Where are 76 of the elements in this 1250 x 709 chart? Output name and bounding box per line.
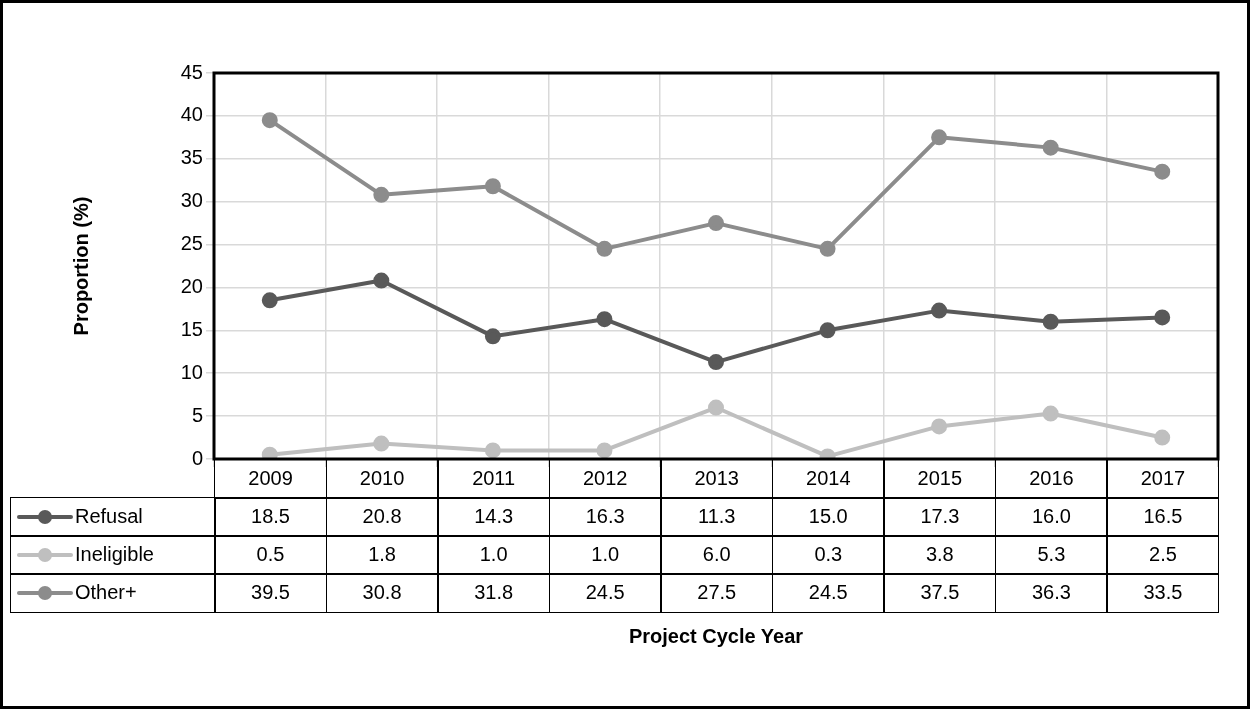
y-tick-label: 25 [180,232,203,255]
data-label: 39.5 [214,573,328,613]
legend-label: Ineligible [75,543,154,567]
data-label: 31.8 [437,573,551,613]
x-tick-label: 2014 [771,459,885,499]
data-label: 1.0 [437,535,551,575]
point [708,215,724,232]
point [261,292,278,309]
y-tick-label: 45 [180,60,203,83]
point [373,272,390,289]
text: Project Cycle Year [627,625,805,648]
data-label: 3.8 [883,535,997,575]
data-label: 15.0 [771,497,885,537]
point [596,311,613,328]
x-tick-label: 2017 [1106,459,1220,499]
x-tick-label: 2009 [214,459,328,499]
data-label: 17.3 [883,497,997,537]
point [1154,429,1171,446]
data-label: 0.3 [771,535,885,575]
point [1042,313,1059,330]
point [373,186,390,203]
y-tick-label: 0 [191,446,203,469]
point [596,240,613,257]
point [1042,405,1059,422]
data-label: 16.0 [994,497,1108,537]
x-tick-label: 2012 [548,459,662,499]
x-tick-label: 2013 [660,459,774,499]
data-label: 27.5 [660,573,774,613]
point [484,328,501,345]
data-label: 1.8 [325,535,439,575]
y-tick-label: 5 [191,403,203,426]
data-label: 5.3 [994,535,1108,575]
legend-label: Refusal [75,505,143,529]
data-label: 14.3 [437,497,551,537]
data-label: 24.5 [771,573,885,613]
point [1154,163,1171,180]
y-tick-label: 20 [180,274,203,297]
data-label: 2.5 [1106,535,1220,575]
x-tick-label: 2015 [883,459,997,499]
point [484,442,501,459]
y-tick-label: 30 [180,189,203,212]
data-label: 16.3 [548,497,662,537]
point [819,240,836,257]
point [1042,139,1059,156]
data-label: 36.3 [994,573,1108,613]
data-label: 11.3 [660,497,774,537]
data-label: 16.5 [1106,497,1220,537]
x-tick-label: 2010 [325,459,439,499]
point [931,129,948,146]
point [373,435,390,452]
point [819,322,836,339]
point [708,354,724,371]
y-tick-label: 40 [180,103,203,126]
data-label: 18.5 [214,497,328,537]
point [596,442,613,459]
point [484,178,501,195]
point [261,112,278,129]
data-label: 1.0 [548,535,662,575]
data-label: 20.8 [325,497,439,537]
data-label: 37.5 [883,573,997,613]
data-label: 30.8 [325,573,439,613]
point [931,418,948,435]
y-axis-title: Proportion (%) [69,196,92,336]
point [931,302,948,319]
point [1154,309,1171,326]
y-tick-label: 35 [180,146,203,169]
y-tick-label: 15 [180,317,203,340]
data-label: 24.5 [548,573,662,613]
y-tick-label: 10 [180,360,203,383]
data-label: 33.5 [1106,573,1220,613]
data-label: 0.5 [214,535,328,575]
legend-label: Other+ [75,581,137,605]
x-tick-label: 2016 [994,459,1108,499]
data-label: 6.0 [660,535,774,575]
x-tick-label: 2011 [437,459,551,499]
point [708,399,724,416]
